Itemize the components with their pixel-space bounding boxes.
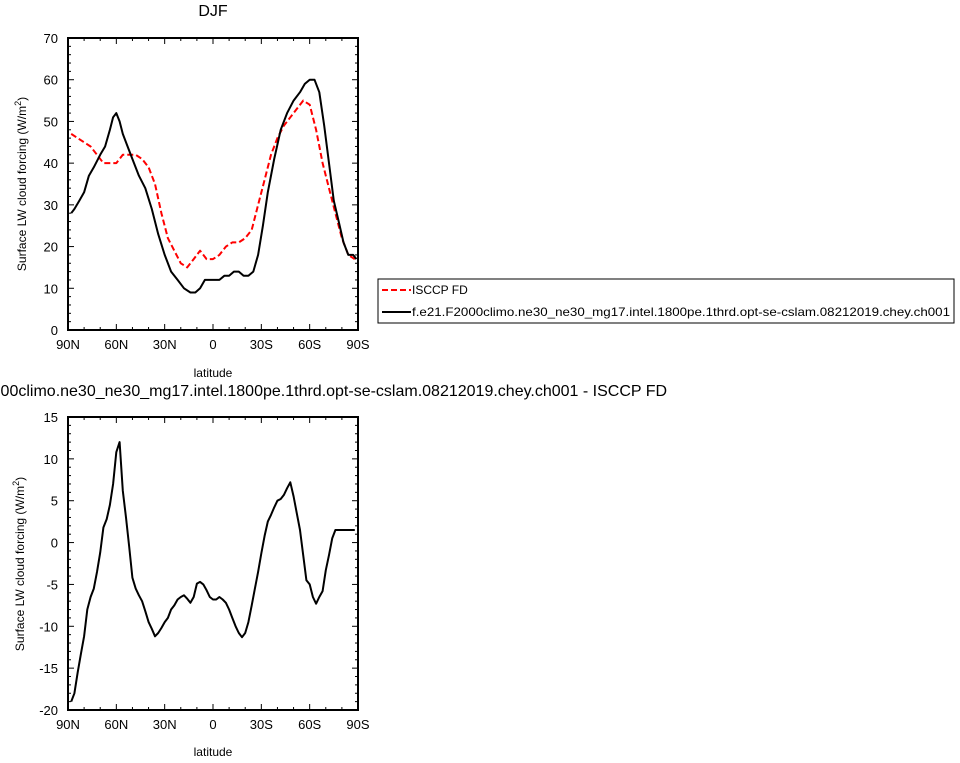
top-chart-title: DJF <box>198 3 228 20</box>
bottom-plot-frame <box>67 416 359 711</box>
legend-label-isccp: ISCCP FD <box>412 283 468 297</box>
top-y-axis-label: Surface LW cloud forcing (W/m2) <box>13 97 29 271</box>
x-tick-label: 30N <box>153 717 177 732</box>
bottom-y-ticks: -20 -15 -10 -5 0 5 10 15 <box>39 410 358 718</box>
y-tick-label: 0 <box>51 323 58 338</box>
x-tick-label: 30S <box>250 717 273 732</box>
y-tick-label: 40 <box>44 156 58 171</box>
y-tick-label: 20 <box>44 240 58 255</box>
x-tick-label: 60S <box>298 717 321 732</box>
y-tick-label: 50 <box>44 114 58 129</box>
y-tick-label: 10 <box>44 452 58 467</box>
bottom-y-axis-label: Surface LW cloud forcing (W/m2) <box>11 477 27 651</box>
difference-series-line <box>70 441 355 702</box>
y-tick-label: -20 <box>39 703 58 718</box>
x-tick-label: 60N <box>104 337 128 352</box>
bottom-chart-title: f.e21.F2000climo.ne30_ne30_mg17.intel.18… <box>0 383 667 400</box>
x-tick-label: 90S <box>346 337 369 352</box>
top-panel: DJF 90N 60N 30N 0 30S 60S 90S 010203040506070 … <box>13 3 955 380</box>
x-tick-label: 90S <box>346 717 369 732</box>
top-x-axis-label: latitude <box>194 366 233 380</box>
y-tick-label: 5 <box>51 494 58 509</box>
legend-label-model: f.e21.F2000climo.ne30_ne30_mg17.intel.18… <box>412 305 950 319</box>
top-x-ticks: 90N 60N 30N 0 30S 60S 90S <box>56 38 370 352</box>
top-y-ticks: 0 10 20 30 40 50 60 70 <box>44 31 358 338</box>
y-tick-label: 70 <box>44 31 58 46</box>
legend-box <box>377 278 955 324</box>
model-series-line <box>70 78 358 294</box>
bottom-x-axis-label: latitude <box>194 745 233 759</box>
x-tick-label: 90N <box>56 717 80 732</box>
y-tick-label: 0 <box>51 536 58 551</box>
y-tick-label: 30 <box>44 198 58 213</box>
bottom-x-ticks: 90N 60N 30N 0 30S 60S 90S <box>56 417 370 732</box>
x-tick-label: 60N <box>104 717 128 732</box>
x-tick-label: 60S <box>298 337 321 352</box>
x-tick-label: 30S <box>250 337 273 352</box>
y-tick-label: 15 <box>44 410 58 425</box>
legend: ISCCP FD f.e21.F2000climo.ne30_ne30_mg17… <box>377 278 955 324</box>
x-tick-label: 90N <box>56 337 80 352</box>
x-tick-label: 0 <box>209 717 216 732</box>
y-tick-label: 60 <box>44 73 58 88</box>
bottom-panel: f.e21.F2000climo.ne30_ne30_mg17.intel.18… <box>0 383 667 759</box>
y-tick-label: -10 <box>39 619 58 634</box>
y-tick-label: -5 <box>46 577 58 592</box>
x-tick-label: 0 <box>209 337 216 352</box>
isccp-fd-series-line <box>70 99 356 269</box>
y-tick-label: 10 <box>44 281 58 296</box>
x-tick-label: 30N <box>153 337 177 352</box>
y-tick-label: -15 <box>39 661 58 676</box>
